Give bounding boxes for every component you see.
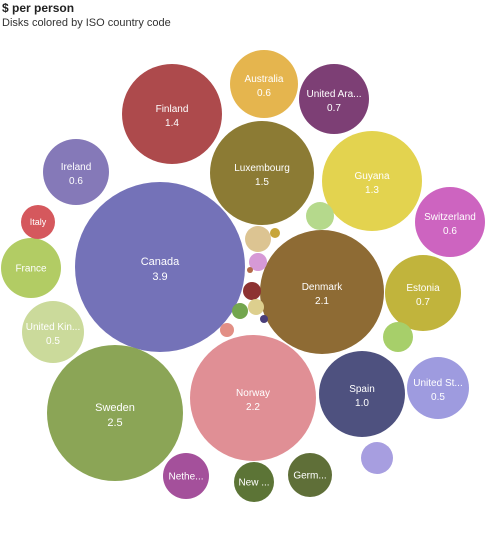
bubble-label-canada: Canada [141,256,180,268]
bubble-value-finland: 1.4 [165,118,179,129]
bubble-unlabeled-26[interactable] [248,299,264,315]
bubble-label-switzerland: Switzerland [424,212,476,223]
bubble-value-estonia: 0.7 [416,297,430,308]
bubble-nethe[interactable] [163,453,209,499]
bubble-united-ara[interactable] [299,64,369,134]
bubble-luxembourg[interactable] [210,121,314,225]
bubble-value-canada: 3.9 [152,271,167,283]
bubble-label-australia: Australia [245,74,284,85]
bubble-label-denmark: Denmark [302,282,344,293]
bubble-label-norway: Norway [236,388,270,399]
bubble-unlabeled-22[interactable] [361,442,393,474]
bubble-label-luxembourg: Luxembourg [234,163,290,174]
chart-title: $ per person [2,1,75,15]
bubble-germ[interactable] [288,453,332,497]
bubble-estonia[interactable] [385,255,461,331]
bubble-value-sweden: 2.5 [107,417,122,429]
bubble-france[interactable] [1,238,61,298]
bubble-finland[interactable] [122,64,222,164]
bubble-value-united-kin: 0.5 [46,336,60,347]
bubble-value-united-st: 0.5 [431,392,445,403]
bubble-unlabeled-28[interactable] [220,323,234,337]
bubble-australia[interactable] [230,50,298,118]
bubble-unlabeled-23[interactable] [245,226,271,252]
bubble-value-norway: 2.2 [246,402,260,413]
bubble-spain[interactable] [319,351,405,437]
bubble-unlabeled-30[interactable] [260,315,268,323]
bubble-unlabeled-29[interactable] [270,228,280,238]
bubble-value-spain: 1.0 [355,398,369,409]
bubble-new[interactable] [234,462,274,502]
bubble-value-luxembourg: 1.5 [255,177,269,188]
bubble-united-st[interactable] [407,357,469,419]
bubble-label-guyana: Guyana [354,171,389,182]
bubble-unlabeled-20[interactable] [306,202,334,230]
bubble-unlabeled-31[interactable] [247,267,253,273]
bubble-label-new: New ... [238,478,269,489]
bubble-value-guyana: 1.3 [365,185,379,196]
bubble-value-australia: 0.6 [257,88,271,99]
bubble-unlabeled-21[interactable] [383,322,413,352]
chart-subtitle: Disks colored by ISO country code [2,17,171,29]
bubble-label-germ: Germ... [293,471,326,482]
bubble-unlabeled-25[interactable] [243,282,261,300]
bubble-label-united-kin: United Kin... [26,322,80,333]
bubble-label-estonia: Estonia [406,283,440,294]
bubble-value-denmark: 2.1 [315,296,329,307]
bubble-united-kin[interactable] [22,301,84,363]
bubble-label-nethe: Nethe... [168,472,203,483]
bubble-value-ireland: 0.6 [69,176,83,187]
bubble-label-sweden: Sweden [95,402,135,414]
bubble-unlabeled-27[interactable] [232,303,248,319]
bubble-switzerland[interactable] [415,187,485,257]
bubble-label-italy: Italy [30,217,47,227]
bubble-denmark[interactable] [260,230,384,354]
bubble-italy[interactable] [21,205,55,239]
bubble-norway[interactable] [190,335,316,461]
bubble-label-ireland: Ireland [61,162,92,173]
bubble-value-switzerland: 0.6 [443,226,457,237]
bubble-value-united-ara: 0.7 [327,103,341,114]
bubble-label-finland: Finland [156,104,189,115]
bubble-label-united-st: United St... [413,378,462,389]
bubble-unlabeled-24[interactable] [249,253,267,271]
bubble-canada[interactable] [75,182,245,352]
bubble-label-united-ara: United Ara... [306,89,361,100]
bubble-label-spain: Spain [349,384,375,395]
bubble-sweden[interactable] [47,345,183,481]
bubble-label-france: France [15,264,47,275]
bubble-guyana[interactable] [322,131,422,231]
bubble-ireland[interactable] [43,139,109,205]
